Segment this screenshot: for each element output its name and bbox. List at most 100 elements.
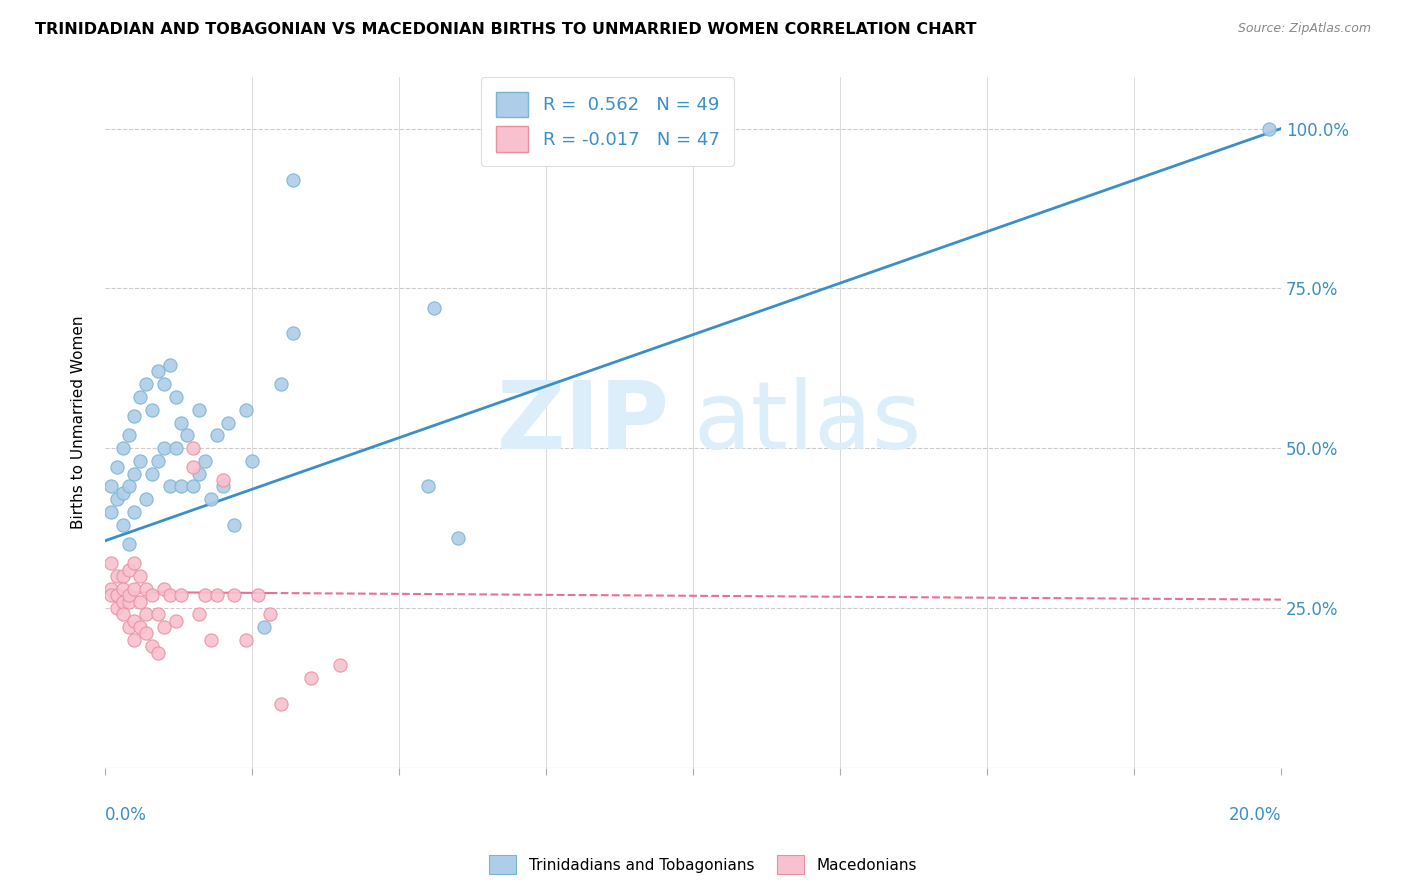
Point bbox=[111, 441, 134, 455]
Point bbox=[111, 582, 134, 596]
Point bbox=[117, 620, 139, 634]
Point bbox=[141, 588, 163, 602]
Point bbox=[299, 671, 322, 685]
Point bbox=[188, 402, 211, 417]
Text: 20.0%: 20.0% bbox=[1229, 805, 1281, 823]
Point bbox=[176, 428, 198, 442]
Point bbox=[100, 582, 122, 596]
Point bbox=[253, 620, 276, 634]
Point bbox=[235, 402, 257, 417]
Point bbox=[117, 428, 139, 442]
Point bbox=[105, 601, 128, 615]
Point bbox=[111, 594, 134, 608]
Point bbox=[235, 632, 257, 647]
Point bbox=[124, 409, 146, 424]
Point bbox=[200, 632, 222, 647]
Legend: R =  0.562   N = 49, R = -0.017   N = 47: R = 0.562 N = 49, R = -0.017 N = 47 bbox=[481, 78, 734, 167]
Point bbox=[246, 588, 269, 602]
Point bbox=[111, 607, 134, 622]
Point bbox=[170, 588, 193, 602]
Point bbox=[117, 594, 139, 608]
Point bbox=[146, 607, 169, 622]
Point bbox=[211, 479, 233, 493]
Point bbox=[100, 556, 122, 570]
Point bbox=[165, 441, 187, 455]
Point bbox=[159, 358, 181, 372]
Point bbox=[105, 460, 128, 475]
Point bbox=[188, 607, 211, 622]
Point bbox=[165, 390, 187, 404]
Point bbox=[124, 632, 146, 647]
Point bbox=[281, 172, 304, 186]
Point bbox=[146, 454, 169, 468]
Text: TRINIDADIAN AND TOBAGONIAN VS MACEDONIAN BIRTHS TO UNMARRIED WOMEN CORRELATION C: TRINIDADIAN AND TOBAGONIAN VS MACEDONIAN… bbox=[35, 22, 977, 37]
Point bbox=[100, 479, 122, 493]
Point bbox=[418, 479, 440, 493]
Legend: Trinidadians and Tobagonians, Macedonians: Trinidadians and Tobagonians, Macedonian… bbox=[482, 849, 924, 880]
Point bbox=[111, 517, 134, 532]
Y-axis label: Births to Unmarried Women: Births to Unmarried Women bbox=[72, 316, 86, 529]
Point bbox=[111, 569, 134, 583]
Point bbox=[135, 626, 157, 640]
Point bbox=[224, 588, 246, 602]
Point bbox=[152, 441, 174, 455]
Point bbox=[117, 563, 139, 577]
Point bbox=[447, 531, 470, 545]
Point bbox=[105, 588, 128, 602]
Point bbox=[124, 467, 146, 481]
Point bbox=[423, 301, 446, 315]
Point bbox=[205, 588, 228, 602]
Point bbox=[1258, 121, 1281, 136]
Point bbox=[181, 479, 204, 493]
Point bbox=[170, 479, 193, 493]
Point bbox=[211, 473, 233, 487]
Point bbox=[205, 428, 228, 442]
Point bbox=[224, 517, 246, 532]
Point bbox=[105, 569, 128, 583]
Point bbox=[105, 492, 128, 507]
Point bbox=[129, 390, 152, 404]
Point bbox=[194, 588, 217, 602]
Point bbox=[146, 364, 169, 378]
Point bbox=[117, 537, 139, 551]
Point bbox=[124, 505, 146, 519]
Text: atlas: atlas bbox=[693, 376, 921, 468]
Point bbox=[135, 492, 157, 507]
Text: Source: ZipAtlas.com: Source: ZipAtlas.com bbox=[1237, 22, 1371, 36]
Point bbox=[129, 569, 152, 583]
Point bbox=[270, 377, 292, 392]
Point bbox=[152, 377, 174, 392]
Point bbox=[281, 326, 304, 340]
Point bbox=[146, 646, 169, 660]
Point bbox=[329, 658, 352, 673]
Point bbox=[152, 582, 174, 596]
Point bbox=[135, 377, 157, 392]
Point bbox=[165, 614, 187, 628]
Point bbox=[141, 467, 163, 481]
Point bbox=[181, 441, 204, 455]
Point bbox=[129, 594, 152, 608]
Point bbox=[141, 640, 163, 654]
Point bbox=[117, 479, 139, 493]
Point bbox=[188, 467, 211, 481]
Point bbox=[170, 416, 193, 430]
Point bbox=[124, 614, 146, 628]
Point bbox=[129, 620, 152, 634]
Text: 0.0%: 0.0% bbox=[105, 805, 146, 823]
Point bbox=[159, 479, 181, 493]
Point bbox=[117, 588, 139, 602]
Point bbox=[270, 697, 292, 711]
Point bbox=[181, 460, 204, 475]
Point bbox=[194, 454, 217, 468]
Point bbox=[135, 582, 157, 596]
Point bbox=[100, 588, 122, 602]
Point bbox=[100, 505, 122, 519]
Point bbox=[124, 582, 146, 596]
Point bbox=[217, 416, 239, 430]
Point bbox=[135, 607, 157, 622]
Point bbox=[111, 486, 134, 500]
Point bbox=[129, 454, 152, 468]
Point bbox=[240, 454, 263, 468]
Point bbox=[159, 588, 181, 602]
Point bbox=[141, 402, 163, 417]
